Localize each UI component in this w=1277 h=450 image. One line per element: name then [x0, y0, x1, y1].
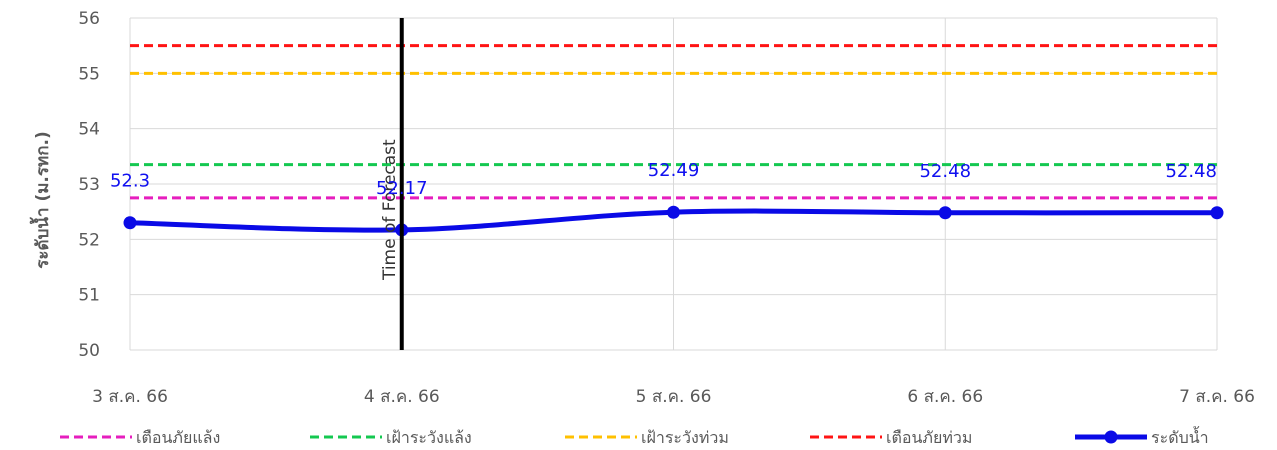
series-lines [123, 205, 1224, 237]
y-tick-label: 51 [78, 286, 100, 306]
forecast-label: Time of Forecast [380, 139, 400, 281]
x-tick-label: 3 ส.ค. 66 [92, 387, 168, 407]
x-tick-label: 5 ส.ค. 66 [636, 387, 712, 407]
legend-marker [1104, 430, 1118, 444]
legend-label: เตือนภัยแล้ง [136, 428, 220, 447]
series-marker [938, 206, 952, 220]
grid [129, 17, 1218, 351]
legend-label: เตือนภัยท่วม [886, 428, 972, 447]
legend-label: เฝ้าระวังท่วม [641, 428, 729, 447]
data-label: 52.49 [648, 160, 700, 181]
x-tick-label: 4 ส.ค. 66 [364, 387, 440, 407]
y-tick-label: 52 [78, 230, 100, 250]
y-tick-label: 54 [78, 120, 100, 140]
forecast-annotation: Time of Forecast [380, 18, 404, 350]
data-label: 52.48 [919, 161, 971, 182]
series-marker [667, 205, 680, 219]
series-marker [1210, 206, 1224, 220]
data-label: 52.48 [1165, 161, 1217, 182]
y-axis-ticks: 50 51 52 53 54 55 56 [78, 9, 100, 361]
y-tick-label: 55 [78, 64, 100, 84]
series-marker [123, 216, 137, 230]
y-tick-label: 53 [78, 175, 100, 195]
y-tick-label: 56 [78, 9, 100, 29]
data-label: 52.17 [376, 178, 428, 199]
x-tick-label: 7 ส.ค. 66 [1179, 387, 1255, 407]
y-tick-label: 50 [78, 341, 100, 361]
data-label: 52.3 [110, 171, 150, 192]
x-tick-label: 6 ส.ค. 66 [907, 387, 983, 407]
x-axis-ticks: 3 ส.ค. 66 4 ส.ค. 66 5 ส.ค. 66 6 ส.ค. 66 7 ส.… [92, 387, 1255, 407]
legend: เตือนภัยแล้ง เฝ้าระวังแล้ง เฝ้าระวังท่วม เต… [60, 426, 1209, 447]
data-labels: 52.3 52.17 52.49 52.48 52.48 [110, 160, 1217, 199]
legend-label: ระดับน้ำ [1151, 426, 1209, 447]
legend-label: เฝ้าระวังแล้ง [386, 428, 472, 447]
y-axis-label: ระดับน้ำ (ม.รทก.) [29, 131, 53, 268]
